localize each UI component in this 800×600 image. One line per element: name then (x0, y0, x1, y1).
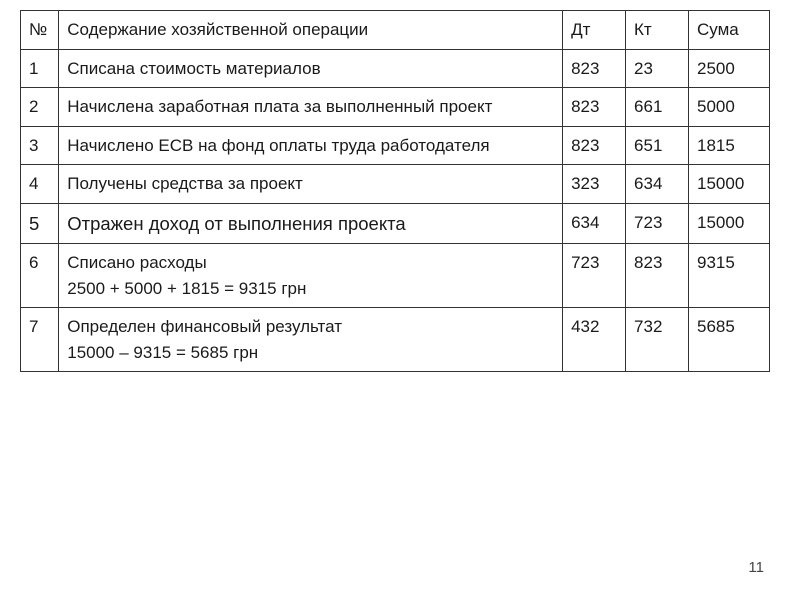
accounting-table: № Содержание хозяйственной операции Дт К… (20, 10, 770, 372)
cell-sum: 5685 (689, 308, 770, 372)
table-header-row: № Содержание хозяйственной операции Дт К… (21, 11, 770, 50)
cell-sum: 9315 (689, 244, 770, 308)
cell-num: 4 (21, 165, 59, 204)
table-row: 4 Получены средства за проект32363415000 (21, 165, 770, 204)
cell-dt: 823 (563, 126, 626, 165)
cell-num: 3 (21, 126, 59, 165)
cell-num: 1 (21, 49, 59, 88)
cell-sum: 5000 (689, 88, 770, 127)
header-sum: Сума (689, 11, 770, 50)
cell-kt: 651 (626, 126, 689, 165)
cell-dt: 723 (563, 244, 626, 308)
cell-desc: Определен финансовый результат15000 – 93… (59, 308, 563, 372)
header-dt: Дт (563, 11, 626, 50)
cell-num: 2 (21, 88, 59, 127)
cell-kt: 23 (626, 49, 689, 88)
cell-kt: 634 (626, 165, 689, 204)
cell-kt: 723 (626, 203, 689, 244)
cell-desc: Отражен доход от выполнения проекта (59, 203, 563, 244)
cell-dt: 432 (563, 308, 626, 372)
cell-dt: 323 (563, 165, 626, 204)
table-row: 2Начислена заработная плата за выполненн… (21, 88, 770, 127)
table-row: 6Списано расходы2500 + 5000 + 1815 = 931… (21, 244, 770, 308)
cell-kt: 823 (626, 244, 689, 308)
cell-kt: 732 (626, 308, 689, 372)
header-num: № (21, 11, 59, 50)
cell-sum: 1815 (689, 126, 770, 165)
cell-sum: 15000 (689, 203, 770, 244)
table-row: 5Отражен доход от выполнения проекта6347… (21, 203, 770, 244)
cell-dt: 823 (563, 49, 626, 88)
cell-desc: Начислено ЕСВ на фонд оплаты труда работ… (59, 126, 563, 165)
table-body: 1Списана стоимость материалов8232325002Н… (21, 49, 770, 372)
page-number: 11 (748, 559, 764, 576)
cell-dt: 634 (563, 203, 626, 244)
table-row: 1Списана стоимость материалов823232500 (21, 49, 770, 88)
header-kt: Кт (626, 11, 689, 50)
cell-desc: Получены средства за проект (59, 165, 563, 204)
cell-desc: Списано расходы2500 + 5000 + 1815 = 9315… (59, 244, 563, 308)
cell-dt: 823 (563, 88, 626, 127)
table-row: 3Начислено ЕСВ на фонд оплаты труда рабо… (21, 126, 770, 165)
cell-sum: 15000 (689, 165, 770, 204)
table-row: 7Определен финансовый результат15000 – 9… (21, 308, 770, 372)
cell-num: 7 (21, 308, 59, 372)
cell-sum: 2500 (689, 49, 770, 88)
cell-num: 5 (21, 203, 59, 244)
cell-desc: Списана стоимость материалов (59, 49, 563, 88)
cell-kt: 661 (626, 88, 689, 127)
cell-desc: Начислена заработная плата за выполненны… (59, 88, 563, 127)
cell-num: 6 (21, 244, 59, 308)
header-desc: Содержание хозяйственной операции (59, 11, 563, 50)
